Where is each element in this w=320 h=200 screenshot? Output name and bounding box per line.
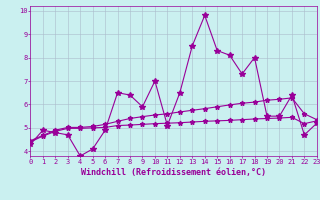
X-axis label: Windchill (Refroidissement éolien,°C): Windchill (Refroidissement éolien,°C)	[81, 168, 266, 177]
